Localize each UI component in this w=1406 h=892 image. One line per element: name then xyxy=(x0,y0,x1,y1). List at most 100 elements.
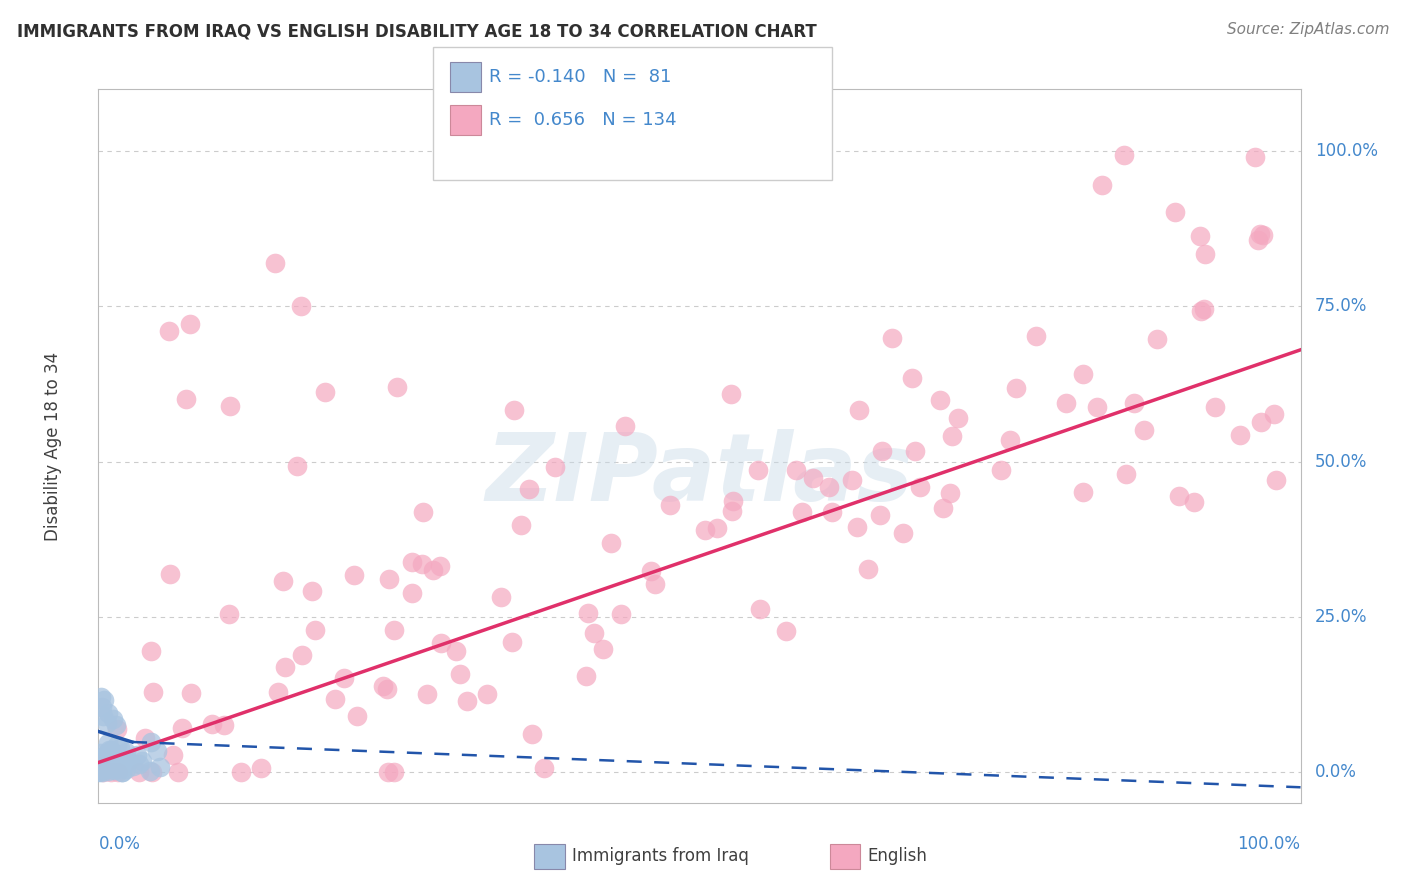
Point xyxy=(501,635,523,649)
Point xyxy=(103,763,125,777)
Point xyxy=(105,718,128,732)
Point xyxy=(775,624,797,639)
Point xyxy=(122,759,145,773)
Point xyxy=(105,758,128,772)
Point xyxy=(928,392,950,407)
Point xyxy=(91,750,114,764)
Point xyxy=(998,434,1021,448)
Point xyxy=(610,607,633,622)
Point xyxy=(139,644,162,658)
Point xyxy=(721,503,744,517)
Point xyxy=(644,577,666,591)
Point xyxy=(290,299,312,313)
Point xyxy=(378,573,401,587)
Point xyxy=(1005,381,1028,395)
Text: R = -0.140   N =  81: R = -0.140 N = 81 xyxy=(489,68,672,87)
Point xyxy=(87,764,110,779)
Point xyxy=(91,709,114,723)
Point xyxy=(97,743,120,757)
Point xyxy=(89,746,111,760)
Point xyxy=(343,567,366,582)
Point xyxy=(1229,428,1251,442)
Point xyxy=(180,686,202,700)
Point xyxy=(693,523,716,537)
Point xyxy=(96,716,118,731)
Point xyxy=(89,763,111,777)
Text: 0.0%: 0.0% xyxy=(1315,763,1357,780)
Point xyxy=(97,764,120,779)
Point xyxy=(97,756,120,771)
Point xyxy=(382,623,405,637)
Text: R =  0.656   N = 134: R = 0.656 N = 134 xyxy=(489,111,676,129)
Point xyxy=(90,758,112,772)
Point xyxy=(91,699,114,714)
Point xyxy=(931,500,953,515)
Point xyxy=(314,385,336,400)
Point xyxy=(1133,423,1156,437)
Point xyxy=(91,750,114,764)
Point xyxy=(141,764,163,779)
Point xyxy=(91,764,114,779)
Point xyxy=(1250,415,1272,429)
Point xyxy=(1251,227,1274,242)
Point xyxy=(111,764,134,779)
Point xyxy=(105,738,128,752)
Point xyxy=(179,317,201,331)
Point xyxy=(592,641,614,656)
Point xyxy=(97,736,120,750)
Point xyxy=(520,727,543,741)
Point xyxy=(848,403,870,417)
Point xyxy=(100,743,122,757)
Point xyxy=(87,764,110,779)
Point xyxy=(97,753,120,767)
Point xyxy=(856,562,879,576)
Text: 25.0%: 25.0% xyxy=(1315,607,1368,625)
Point xyxy=(93,761,115,775)
Point xyxy=(139,735,162,749)
Point xyxy=(110,763,132,777)
Point xyxy=(1189,304,1212,318)
Point xyxy=(1182,495,1205,509)
Point xyxy=(90,760,112,774)
Point xyxy=(94,759,117,773)
Point xyxy=(107,722,129,736)
Point xyxy=(90,757,112,772)
Point xyxy=(201,716,224,731)
Point xyxy=(91,758,114,772)
Point xyxy=(748,601,770,615)
Point xyxy=(98,746,121,760)
Point xyxy=(841,474,863,488)
Point xyxy=(1247,233,1270,247)
Point xyxy=(385,380,408,394)
Point xyxy=(1265,473,1288,487)
Point xyxy=(373,679,395,693)
Point xyxy=(91,764,114,779)
Point xyxy=(274,660,297,674)
Point xyxy=(97,755,120,769)
Point xyxy=(114,756,136,770)
Point xyxy=(91,758,114,772)
Point xyxy=(904,443,927,458)
Point xyxy=(90,763,112,777)
Point xyxy=(600,536,623,550)
Point xyxy=(449,667,471,681)
Point xyxy=(111,764,134,779)
Point xyxy=(170,721,193,735)
Point xyxy=(785,463,807,477)
Point xyxy=(510,517,533,532)
Point xyxy=(990,463,1012,477)
Point xyxy=(304,624,326,638)
Point xyxy=(90,760,112,774)
Point xyxy=(264,256,287,270)
Point xyxy=(891,525,914,540)
Point xyxy=(100,764,122,779)
Point xyxy=(706,521,728,535)
Point xyxy=(375,681,398,696)
Point xyxy=(90,757,112,772)
Point xyxy=(91,757,114,772)
Point xyxy=(267,684,290,698)
Point xyxy=(91,760,114,774)
Point xyxy=(640,564,662,578)
Point xyxy=(1025,328,1047,343)
Point xyxy=(658,499,681,513)
